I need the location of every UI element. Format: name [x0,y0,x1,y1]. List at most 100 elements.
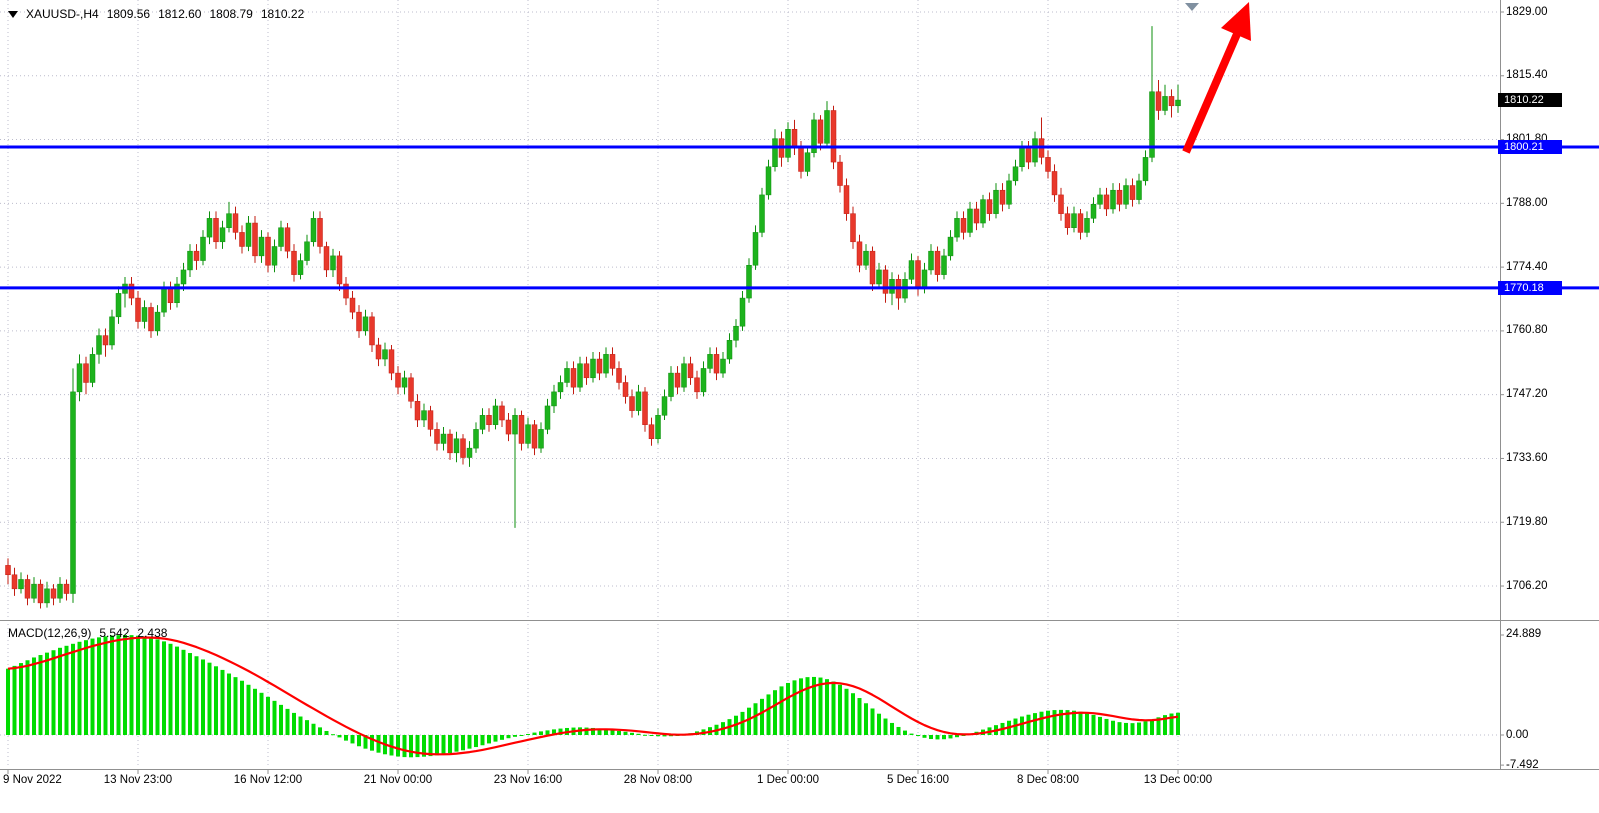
candle-body [115,293,122,318]
macd-histogram-bar [773,690,777,735]
candle-body [401,377,408,388]
macd-histogram-bar [259,692,264,735]
macd-histogram-bar [311,723,316,735]
candle-body [804,152,811,172]
macd-histogram-bar [363,735,368,749]
candle-body [720,358,726,374]
one-click-trading-toggle-icon[interactable] [8,10,18,18]
candle-body [687,363,694,379]
macd-histogram-bar [207,662,212,735]
candle [882,265,889,303]
macd-histogram-bar [279,704,283,735]
candle-body [174,283,180,304]
macd-histogram-bar [12,665,17,735]
candle-body [245,222,252,247]
macd-histogram-bar [428,735,433,757]
candle [713,347,720,381]
candle [590,352,596,383]
candle [245,216,252,252]
macd-histogram-bar [227,673,231,735]
candle [804,145,811,177]
candle [1064,206,1071,235]
macd-histogram-bar [857,698,862,735]
candle [271,239,278,273]
candle [109,309,115,350]
candle [76,354,83,402]
candle-body [869,250,876,285]
candle [505,412,512,442]
candle [629,389,635,418]
candle [180,262,187,292]
candle-body [128,283,135,299]
candle-body [1006,180,1012,205]
price-axis[interactable]: 1829.001815.401801.801788.001774.401760.… [1501,0,1599,771]
candle [57,577,63,603]
candle [96,328,102,364]
candle [50,584,57,606]
candle-body [915,260,921,289]
candle-body [785,128,791,158]
time-axis-label: 28 Nov 08:00 [623,774,693,786]
macd-histogram-bar [1117,722,1122,735]
candle-body [206,218,213,238]
macd-histogram-bar [1169,713,1174,735]
trend-arrow-head [1221,2,1251,41]
macd-histogram-bar [331,734,335,736]
candle-body [596,358,603,374]
candle-body [226,213,232,228]
candle [1116,183,1123,212]
macd-histogram-bar [630,732,634,735]
macd-histogram-bar [1098,716,1102,735]
macd-histogram-bar [818,677,823,735]
macd-histogram-bar [656,735,660,737]
candle [746,258,752,303]
ohlc-open-value: 1809.56 [106,7,151,21]
candle [707,347,713,374]
candle [980,194,986,228]
candle-body [642,391,648,425]
candle-body [713,354,720,374]
candle-body [421,410,427,421]
macd-histogram-bar [409,735,413,758]
price-axis-label: 1815.40 [1506,69,1548,82]
candle [187,244,193,277]
candle [642,387,648,432]
candle [135,291,141,329]
macd-histogram-bar [25,660,30,735]
candle [772,129,778,172]
candle [557,375,564,399]
candle [869,246,876,292]
time-axis[interactable]: 9 Nov 2022 13 Nov 23:00 16 Nov 12:00 21 Nov… [0,770,1599,796]
candle [434,422,440,451]
candle-body [850,213,856,243]
price-axis-label: 1760.80 [1506,324,1548,337]
candle-body [674,372,681,388]
macd-histogram-bar [896,726,901,735]
trend-arrow-object[interactable] [1182,2,1251,154]
candle-body [232,213,239,233]
macd-histogram-bar [740,711,745,735]
candle-body [791,128,798,149]
scroll-position-marker-icon [1185,3,1199,11]
candle [837,155,843,193]
candle [1038,117,1045,165]
candle [148,302,154,338]
candle-body [343,283,349,299]
macd-histogram-bar [441,735,446,755]
candle [525,417,531,449]
macd-histogram-bar [890,722,894,735]
macd-histogram-bar [487,735,491,744]
candle-body [564,368,570,383]
candle-body [1149,91,1155,158]
candle-body [941,255,947,275]
macd-histogram-bar [454,735,459,752]
candle [323,241,330,277]
macd-histogram-bar [929,735,933,740]
candle-body [96,335,102,355]
time-axis-label: 13 Dec 00:00 [1143,774,1213,786]
candle-body [1142,157,1149,182]
candle [11,567,18,596]
candle [414,394,421,428]
candle [1012,159,1019,186]
